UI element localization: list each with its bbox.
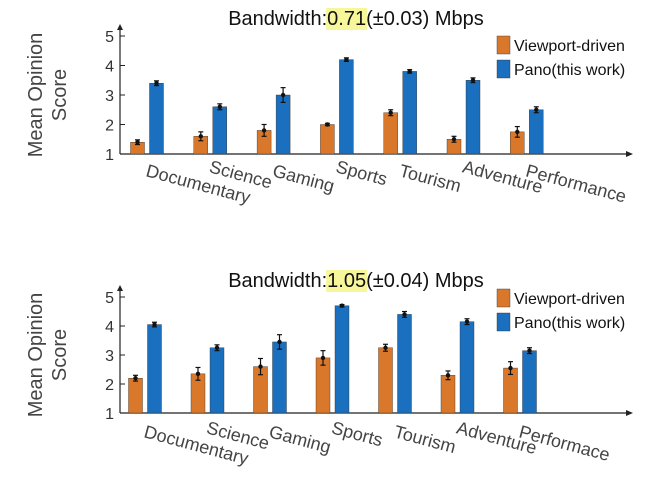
mean-point xyxy=(470,78,476,83)
y-axis-label-line2: Score xyxy=(49,69,71,121)
bar-pano xyxy=(209,347,225,414)
mean-point xyxy=(214,345,220,350)
y-tick-label: 5 xyxy=(105,29,114,46)
bar-viewport-driven xyxy=(320,124,335,155)
mean-point xyxy=(280,92,286,98)
mean-point xyxy=(133,376,138,381)
x-category-label: Sports xyxy=(329,418,384,451)
x-category-label: Tourism xyxy=(397,161,463,197)
y-axis-label-line2: Score xyxy=(49,329,71,381)
x-category-label: Performance xyxy=(524,161,629,207)
y-axis-label-line1: Mean Opinion xyxy=(25,293,47,418)
bar-pano xyxy=(522,350,537,414)
x-category-label: Sports xyxy=(334,157,389,190)
mean-point xyxy=(407,69,412,74)
mean-point xyxy=(261,128,267,133)
mean-point xyxy=(217,104,222,110)
y-tick-label: 5 xyxy=(105,290,114,307)
bar-viewport-driven xyxy=(383,112,398,155)
bar-pano xyxy=(147,324,162,414)
y-tick-label: 2 xyxy=(105,118,114,135)
mean-point xyxy=(388,110,393,115)
x-category-label: Gaming xyxy=(271,161,337,197)
bar-pano xyxy=(529,109,544,155)
legend-label-pano: Pano(this work) xyxy=(514,62,625,79)
mean-point xyxy=(344,57,349,62)
mean-point xyxy=(198,134,203,139)
y-tick-label: 1 xyxy=(105,406,114,423)
chart-panel-1: Bandwidth:0.71(±0.03) Mbps Mean Opinion Sc… xyxy=(25,8,633,208)
title-highlight-value: 0.71 xyxy=(327,8,366,30)
title-highlight-value: 1.05 xyxy=(327,270,366,292)
y-axis-label: Mean Opinion Score xyxy=(25,33,71,158)
mean-point xyxy=(320,355,326,361)
legend-swatch-pano xyxy=(496,312,511,332)
x-axis-arrow xyxy=(626,151,633,157)
title-highlight-box xyxy=(326,8,368,30)
bar-pano xyxy=(402,71,417,155)
y-tick-label: 1 xyxy=(105,147,114,164)
bar-pano xyxy=(149,82,164,155)
y-axis-label: Mean Opinion Score xyxy=(25,293,71,418)
bar-viewport-driven xyxy=(440,375,456,414)
legend-label-viewport-driven: Viewport-driven xyxy=(514,291,625,308)
title-prefix: Bandwidth: xyxy=(228,270,327,292)
legend-label-pano: Pano(this work) xyxy=(514,315,625,332)
bar-pano xyxy=(272,341,287,414)
mean-point xyxy=(195,371,201,377)
bar-pano xyxy=(459,321,475,414)
x-category-label: Performace xyxy=(517,422,612,465)
legend-swatch-viewport-driven xyxy=(496,35,511,55)
bar-pano xyxy=(339,59,354,155)
chart-title: Bandwidth:0.71(±0.03) Mbps xyxy=(228,8,484,30)
mean-point xyxy=(325,122,330,127)
mean-point xyxy=(515,129,520,135)
title-suffix: (±0.04) Mbps xyxy=(366,270,484,292)
bar-viewport-driven xyxy=(128,378,143,414)
mean-point xyxy=(527,348,532,353)
y-tick-label: 4 xyxy=(105,59,114,76)
bar-pano xyxy=(212,106,228,155)
mean-point xyxy=(383,345,388,350)
title-prefix: Bandwidth: xyxy=(228,8,327,30)
bar-pano xyxy=(397,314,412,414)
legend-swatch-pano xyxy=(496,59,511,79)
mean-point xyxy=(402,312,407,317)
legend-label-viewport-driven: Viewport-driven xyxy=(514,38,625,55)
bar-viewport-driven xyxy=(315,357,331,414)
y-tick-label: 3 xyxy=(105,88,114,105)
bar-pano xyxy=(275,94,291,155)
x-axis-arrow xyxy=(626,410,633,416)
y-axis-arrow xyxy=(117,24,123,30)
mean-point xyxy=(451,137,457,142)
mean-point xyxy=(154,81,159,86)
y-tick-label: 4 xyxy=(105,319,114,336)
mean-point xyxy=(152,322,157,327)
y-axis-arrow xyxy=(117,285,123,291)
x-category-label: Gaming xyxy=(267,422,333,458)
y-tick-label: 3 xyxy=(105,348,114,365)
title-highlight-box xyxy=(326,270,368,292)
x-category-label: Tourism xyxy=(392,422,458,458)
bar-viewport-driven xyxy=(378,347,393,414)
y-tick-label: 2 xyxy=(105,377,114,394)
mean-point xyxy=(445,373,451,378)
mean-point xyxy=(508,365,513,371)
mean-point xyxy=(534,107,539,112)
chart-title: Bandwidth:1.05(±0.04) Mbps xyxy=(228,270,484,292)
title-suffix: (±0.03) Mbps xyxy=(366,8,484,30)
chart-panel-2: Bandwidth:1.05(±0.04) Mbps Mean Opinion Sc… xyxy=(25,270,633,469)
bar-pano xyxy=(465,80,481,155)
mean-point xyxy=(339,303,345,308)
mean-point xyxy=(135,140,140,145)
bar-pano xyxy=(334,305,350,414)
mean-point xyxy=(258,364,263,369)
legend-swatch-viewport-driven xyxy=(496,288,511,308)
mean-point xyxy=(277,339,282,345)
y-axis-label-line1: Mean Opinion xyxy=(25,33,47,158)
mean-point xyxy=(464,319,470,324)
